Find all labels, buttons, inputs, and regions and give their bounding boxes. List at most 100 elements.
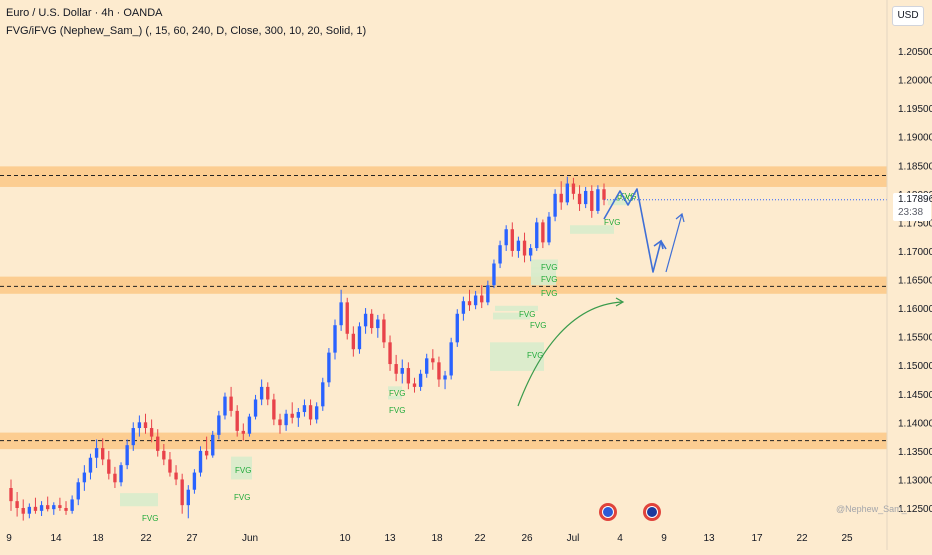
candle[interactable] [211,430,215,458]
candle[interactable] [33,497,38,514]
projection-path-2[interactable] [665,213,683,273]
candle[interactable] [351,326,356,357]
fvg-zone[interactable] [570,225,614,234]
candle[interactable] [88,453,93,480]
candle[interactable] [376,314,380,338]
candle[interactable] [504,225,508,251]
candle[interactable] [528,244,533,262]
candle[interactable] [290,402,294,424]
candle[interactable] [174,465,178,486]
candle[interactable] [559,181,563,210]
candle[interactable] [247,413,252,437]
candle[interactable] [223,392,227,420]
candle[interactable] [449,337,453,380]
candle[interactable] [431,349,435,370]
candle[interactable] [192,469,197,494]
candle[interactable] [9,479,13,511]
candle[interactable] [137,415,142,437]
fvg-zone[interactable] [495,305,538,311]
candle[interactable] [143,413,148,434]
candle[interactable] [101,438,105,466]
candle[interactable] [302,399,307,417]
candle[interactable] [180,473,184,514]
fvg-zone[interactable] [531,259,558,270]
candle[interactable] [52,502,56,515]
fvg-zone[interactable] [493,312,530,320]
fvg-zone[interactable] [531,266,556,277]
candle[interactable] [596,185,600,214]
candle[interactable] [27,503,32,519]
candle[interactable] [357,322,362,354]
candle[interactable] [418,369,423,391]
candle[interactable] [278,413,282,434]
candle[interactable] [217,410,221,440]
candle[interactable] [455,309,459,347]
candle[interactable] [149,419,154,443]
candle[interactable] [241,423,245,441]
candle[interactable] [70,495,74,514]
candle[interactable] [443,370,447,390]
candle[interactable] [125,439,129,470]
curved-arrow[interactable] [517,301,623,407]
fvg-zone[interactable] [231,456,252,480]
candle[interactable] [406,362,411,390]
candle[interactable] [119,462,123,487]
candle[interactable] [64,501,68,515]
candle[interactable] [259,379,264,406]
candle[interactable] [535,217,539,251]
candle[interactable] [296,408,301,427]
candle[interactable] [339,289,343,331]
candle[interactable] [253,394,258,420]
candle[interactable] [363,308,368,334]
price-zone[interactable] [0,276,887,294]
candle[interactable] [272,393,276,426]
indicator-legend[interactable]: FVG/iFVG (Nephew_Sam_) (, 15, 60, 240, D… [6,25,367,37]
candle[interactable] [229,386,233,417]
eu-flag-event-icon[interactable] [643,503,661,521]
candle[interactable] [113,466,117,489]
candle[interactable] [327,348,331,387]
candle[interactable] [308,399,313,426]
candle[interactable] [577,185,582,211]
candle[interactable] [541,219,545,249]
candle[interactable] [467,289,472,311]
candle[interactable] [345,297,349,340]
candle[interactable] [516,236,521,258]
candle[interactable] [437,356,441,387]
candle[interactable] [425,353,429,378]
candle[interactable] [198,446,203,477]
candle[interactable] [131,422,135,451]
candle[interactable] [314,402,319,424]
candle[interactable] [186,485,190,519]
candle[interactable] [547,212,551,246]
us-flag-event-icon[interactable] [599,503,617,521]
candle[interactable] [492,259,496,289]
candle[interactable] [15,492,19,517]
candle[interactable] [486,280,490,306]
candle[interactable] [382,313,386,349]
candle[interactable] [39,501,44,516]
candle[interactable] [394,354,398,382]
candle[interactable] [333,319,337,360]
candle[interactable] [266,382,270,406]
candle[interactable] [94,439,99,469]
candle[interactable] [480,285,484,309]
candle[interactable] [553,189,557,222]
candle[interactable] [321,377,325,411]
candle[interactable] [412,377,417,393]
fvg-zone[interactable] [608,199,630,206]
fvg-zone[interactable] [120,493,158,507]
candle[interactable] [590,185,594,218]
candle[interactable] [45,496,50,512]
candle[interactable] [235,405,239,437]
candle[interactable] [284,409,288,431]
price-zone[interactable] [0,166,887,187]
candle[interactable] [388,335,392,371]
fvg-zone[interactable] [490,342,544,371]
candle[interactable] [162,444,166,466]
candle[interactable] [370,309,374,334]
candle[interactable] [156,429,160,457]
candle[interactable] [510,222,514,257]
